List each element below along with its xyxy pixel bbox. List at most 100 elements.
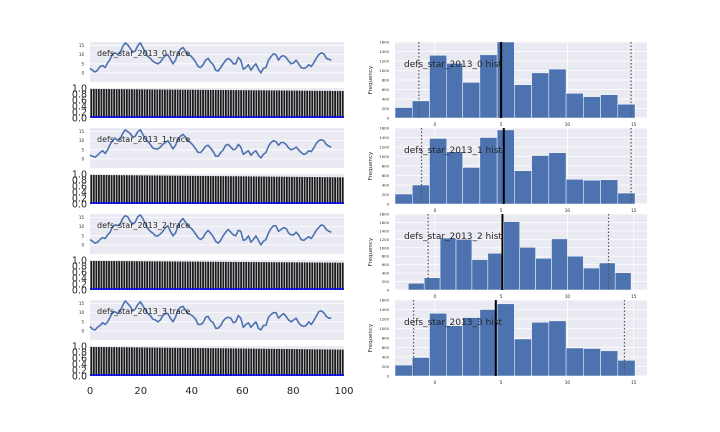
acf-bar bbox=[242, 348, 245, 376]
hist-bar bbox=[411, 184, 430, 205]
acf-bar bbox=[225, 348, 227, 376]
acf-bar bbox=[179, 347, 182, 376]
hist-ytick-label: 200 bbox=[382, 106, 390, 111]
acf-bar bbox=[324, 262, 326, 290]
acf-bar bbox=[207, 261, 209, 290]
acf-bar bbox=[318, 90, 321, 118]
hist-bar bbox=[394, 193, 413, 205]
acf-bar bbox=[191, 261, 194, 290]
trace-ytick-label: 10 bbox=[79, 138, 85, 143]
acf-bar bbox=[288, 349, 291, 376]
acf-bar bbox=[141, 175, 143, 204]
acf-bar bbox=[255, 176, 258, 204]
acf-bar bbox=[336, 90, 339, 118]
hist-xtick-label: 5 bbox=[500, 122, 503, 127]
trace-axes-bg bbox=[90, 128, 344, 168]
hist-ytick-label: 800 bbox=[382, 336, 390, 341]
hist-ytick-label: 1400 bbox=[379, 228, 389, 233]
hist-ytick-label: 1000 bbox=[379, 326, 389, 331]
acf-bar bbox=[110, 175, 113, 204]
hist-bar bbox=[531, 322, 550, 377]
trace-ytick-label: 15 bbox=[79, 43, 85, 48]
acf-bar bbox=[296, 90, 298, 118]
hist-ytick-label: 600 bbox=[382, 262, 390, 267]
acf-bar bbox=[240, 90, 243, 118]
acf-bar bbox=[321, 177, 324, 204]
hist-bar bbox=[462, 167, 481, 205]
acf-ytick-label: 0.4 bbox=[72, 360, 87, 371]
hist-ytick-label: 600 bbox=[382, 173, 390, 178]
acf-bar bbox=[179, 175, 182, 204]
hist-xtick-label: 15 bbox=[631, 380, 637, 385]
acf-ytick-label: 0.6 bbox=[72, 96, 87, 107]
hist-bar bbox=[496, 41, 515, 119]
acf-bar bbox=[95, 260, 98, 290]
acf-bar bbox=[273, 90, 276, 118]
hist-xtick-label: 10 bbox=[565, 294, 571, 299]
acf-bar bbox=[308, 349, 311, 376]
hist-xtick-label: 0 bbox=[433, 208, 436, 213]
acf-bar bbox=[166, 89, 169, 118]
acf-bar bbox=[103, 260, 105, 290]
acf-bar bbox=[301, 90, 303, 118]
acf-ytick-label: 1.0 bbox=[72, 342, 87, 353]
acf-bar bbox=[113, 347, 116, 376]
acf-panel-1: 1.00.80.60.40.20.0 bbox=[72, 170, 344, 211]
acf-bar bbox=[237, 176, 240, 204]
trace-ytick-label: 10 bbox=[79, 224, 85, 229]
acf-bar bbox=[247, 90, 250, 118]
acf-bar bbox=[174, 261, 176, 290]
acf-bar bbox=[283, 90, 286, 118]
acf-bar bbox=[318, 262, 321, 290]
acf-bar bbox=[146, 347, 149, 376]
acf-bar bbox=[235, 261, 237, 290]
hist-ytick-label: 1600 bbox=[379, 220, 389, 225]
acf-bar bbox=[100, 347, 103, 376]
trace-panel-2: 15 10 5 0 defs_star_2013_2 trace bbox=[79, 214, 344, 254]
acf-bar bbox=[202, 89, 204, 118]
acf-bar bbox=[209, 176, 212, 204]
hist-ytick-label: 800 bbox=[382, 254, 390, 259]
hist-bar bbox=[567, 255, 584, 291]
acf-bar bbox=[123, 175, 126, 204]
acf-bar bbox=[90, 260, 93, 290]
acf-bar bbox=[303, 90, 306, 118]
trace-ytick-label: 15 bbox=[79, 129, 85, 134]
acf-bar bbox=[123, 261, 126, 290]
acf-bar bbox=[275, 348, 278, 376]
hist-xtick-label: 0 bbox=[433, 122, 436, 127]
acf-bar bbox=[209, 89, 212, 118]
acf-bar bbox=[293, 349, 296, 376]
trace-ytick-label: 5 bbox=[81, 319, 84, 324]
acf-bar bbox=[171, 89, 174, 118]
acf-bar bbox=[141, 347, 143, 376]
acf-bar bbox=[197, 89, 199, 118]
acf-bar bbox=[255, 262, 258, 290]
acf-bar bbox=[125, 89, 128, 118]
acf-ytick-label: 0.2 bbox=[72, 194, 87, 205]
acf-bar bbox=[191, 175, 194, 204]
hist-ytick-label: 0 bbox=[387, 202, 390, 207]
acf-bar bbox=[326, 177, 329, 204]
hist-xtick-label: 15 bbox=[631, 208, 637, 213]
acf-bar bbox=[113, 261, 116, 290]
acf-bar bbox=[131, 175, 133, 204]
acf-bar bbox=[123, 347, 126, 376]
acf-bar bbox=[118, 347, 121, 376]
hist-bar bbox=[614, 272, 632, 291]
hist-ylabel: Frequency bbox=[368, 151, 374, 180]
acf-bar bbox=[313, 262, 316, 290]
acf-bar bbox=[128, 261, 131, 290]
hist-ytick-label: 1000 bbox=[379, 154, 389, 159]
acf-bar bbox=[92, 346, 95, 376]
acf-bar bbox=[341, 177, 344, 204]
acf-bar bbox=[212, 89, 215, 118]
hist-bar bbox=[535, 258, 552, 291]
trace-ytick-label: 10 bbox=[79, 310, 85, 315]
hist-bar bbox=[496, 129, 515, 205]
acf-bar bbox=[336, 349, 339, 376]
acf-bar bbox=[341, 262, 344, 290]
acf-bar bbox=[176, 175, 179, 204]
acf-bar bbox=[202, 348, 204, 376]
hist-title: defs_star_2013_1 hist bbox=[404, 146, 502, 156]
